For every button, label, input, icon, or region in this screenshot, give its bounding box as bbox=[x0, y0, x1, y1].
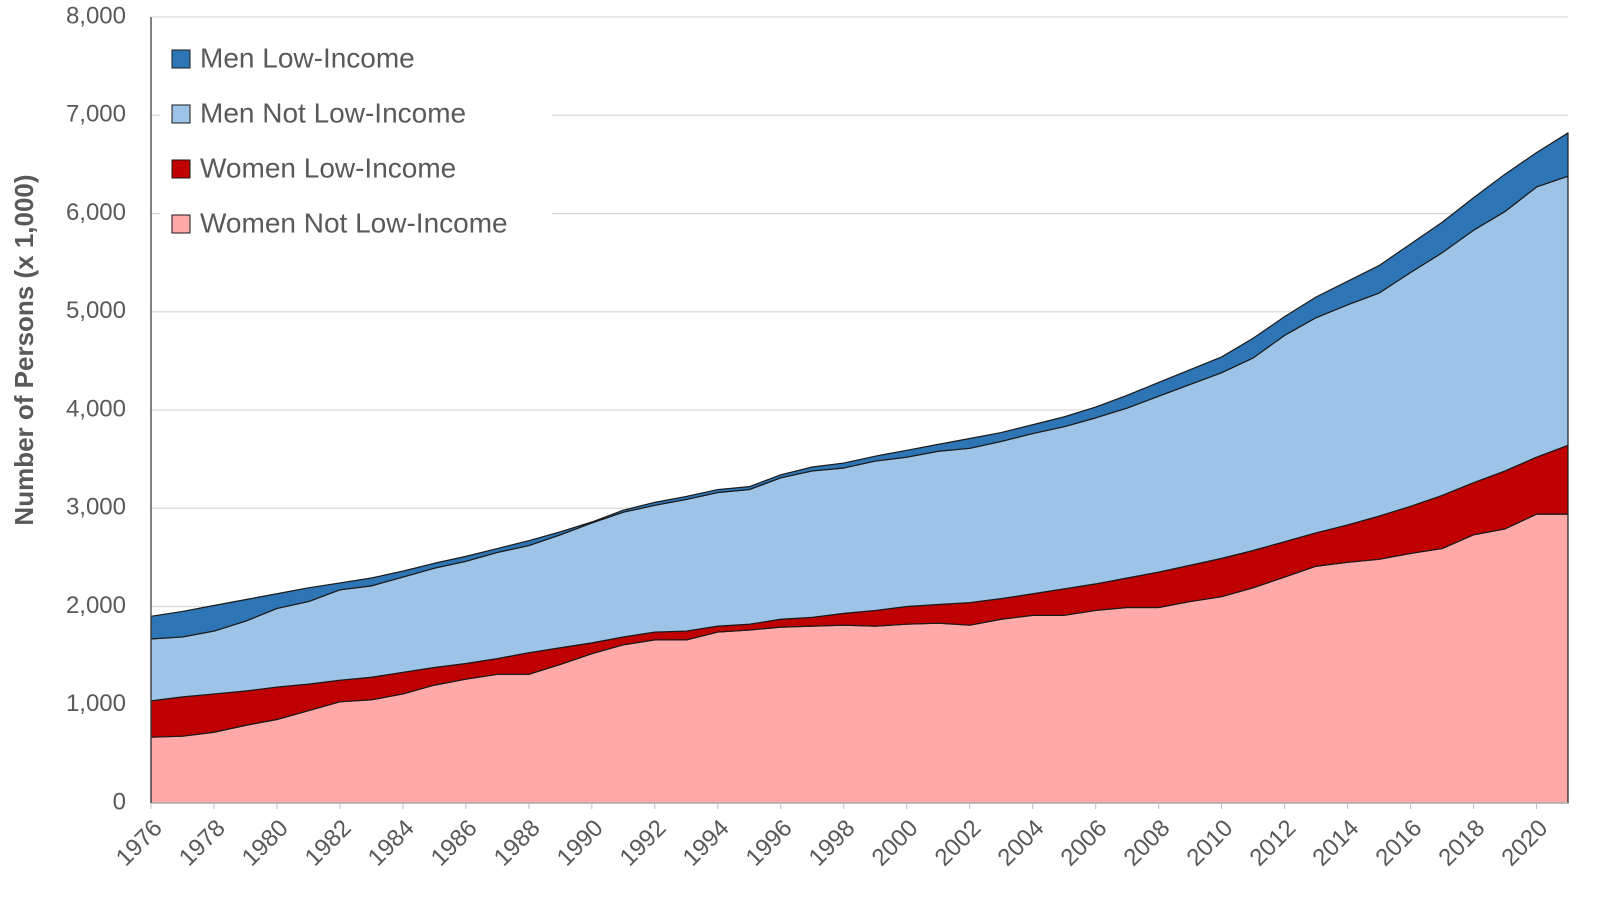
x-tick-label: 2020 bbox=[1496, 815, 1553, 872]
y-tick-label: 7,000 bbox=[66, 101, 126, 128]
y-tick-label: 8,000 bbox=[66, 2, 126, 29]
x-tick-label: 1984 bbox=[363, 815, 420, 872]
y-tick-label: 5,000 bbox=[66, 297, 126, 324]
legend-label: Men Low-Income bbox=[200, 42, 415, 73]
y-tick-label: 0 bbox=[113, 788, 126, 815]
x-tick-label: 2008 bbox=[1119, 815, 1176, 872]
x-tick-label: 1986 bbox=[426, 815, 483, 872]
legend-swatch bbox=[171, 49, 191, 69]
x-tick-label: 2012 bbox=[1244, 815, 1301, 872]
x-tick-label: 1992 bbox=[615, 815, 672, 872]
y-tick-label: 4,000 bbox=[66, 395, 126, 422]
x-tick-label: 1990 bbox=[552, 815, 609, 872]
area bbox=[150, 132, 1569, 640]
y-tick-label: 3,000 bbox=[66, 494, 126, 521]
x-tick-label: 1982 bbox=[300, 815, 357, 872]
y-tick-label: 6,000 bbox=[66, 199, 126, 226]
legend-swatch bbox=[171, 104, 191, 124]
legend-label: Men Not Low-Income bbox=[200, 97, 466, 128]
x-tick-label: 1980 bbox=[237, 815, 294, 872]
legend-background bbox=[160, 36, 552, 250]
x-tick-label: 1994 bbox=[678, 815, 735, 872]
x-tick-label: 2016 bbox=[1370, 815, 1427, 872]
legend-label: Women Not Low-Income bbox=[200, 207, 508, 238]
y-tick-label: 1,000 bbox=[66, 690, 126, 717]
x-tick-label: 1988 bbox=[489, 815, 546, 872]
x-tick-label: 2006 bbox=[1056, 815, 1113, 872]
y-axis-label: Number of Persons (x 1,000) bbox=[9, 174, 39, 525]
x-tick-label: 1996 bbox=[741, 815, 798, 872]
x-tick-label: 2010 bbox=[1182, 815, 1239, 872]
x-tick-label: 1976 bbox=[111, 815, 168, 872]
legend-swatch bbox=[171, 159, 191, 179]
legend: Men Low-Income Men Not Low-Income Women Lo… bbox=[160, 36, 552, 250]
x-tick-label: 1978 bbox=[174, 815, 231, 872]
x-tick-label: 2004 bbox=[993, 815, 1050, 872]
x-tick-label: 2014 bbox=[1307, 815, 1364, 872]
legend-swatch bbox=[171, 214, 191, 234]
x-tick-label: 2002 bbox=[930, 815, 987, 872]
x-tick-label: 2000 bbox=[867, 815, 924, 872]
x-tick-label: 2018 bbox=[1433, 815, 1490, 872]
y-tick-label: 2,000 bbox=[66, 592, 126, 619]
x-tick-label: 1998 bbox=[804, 815, 861, 872]
legend-label: Women Low-Income bbox=[200, 152, 456, 183]
